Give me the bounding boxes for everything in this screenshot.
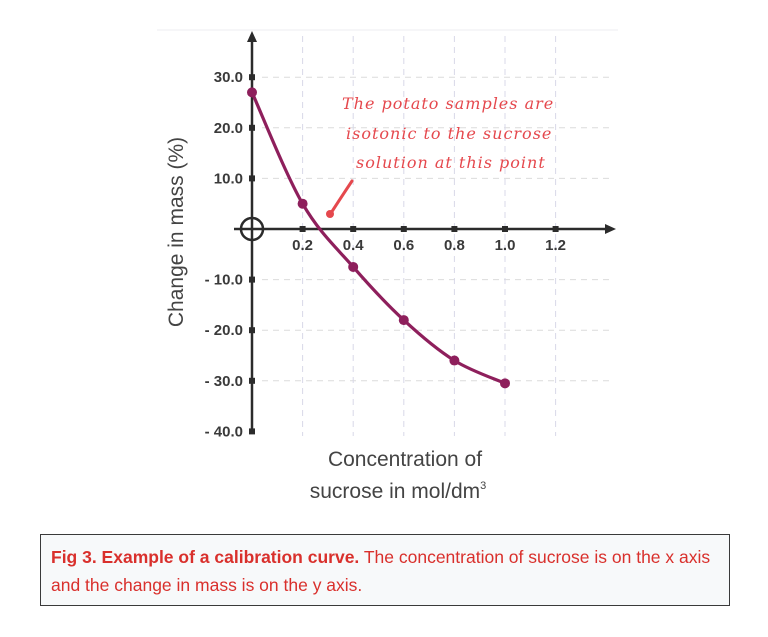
data-points [247, 87, 510, 389]
x-axis-title-superscript: 3 [480, 480, 486, 492]
y-tick-mark [249, 175, 255, 182]
x-tick-mark [350, 226, 357, 232]
x-tick-mark [400, 226, 407, 232]
annotation: The potato samples are isotonic to the s… [326, 94, 554, 218]
data-point [500, 378, 510, 389]
caption-text: The concentration of sucrose is on the x… [51, 547, 711, 595]
y-tick-mark [249, 377, 255, 384]
annotation-line-3: solution at this point [356, 153, 546, 172]
x-tick-label: 1.2 [545, 237, 566, 254]
x-axis-arrow-icon [605, 224, 616, 234]
y-tick-mark [249, 428, 255, 435]
origin-crosshair-icon [239, 216, 265, 242]
y-axis [247, 31, 257, 434]
x-ticks: 0.2 0.4 0.6 0.8 1.0 1.2 [292, 226, 566, 254]
annotation-line-2: isotonic to the sucrose [346, 124, 552, 143]
y-tick-mark [249, 124, 255, 131]
data-point [348, 261, 359, 272]
x-axis-title-text: sucrose in mol/dm [310, 480, 480, 503]
y-tick-label: - 40.0 [205, 423, 243, 440]
y-tick-label: 10.0 [214, 170, 243, 187]
x-tick-label: 0.2 [292, 237, 313, 254]
y-tick-mark [249, 327, 255, 334]
y-tick-label: - 30.0 [205, 373, 243, 390]
x-axis-title-line-1: Concentration of [328, 448, 482, 471]
x-axis [234, 224, 616, 234]
caption-title: Fig 3. Example of a calibration curve. [51, 547, 360, 567]
data-point [449, 355, 460, 366]
x-axis-title-line-2: sucrose in mol/dm3 [310, 480, 487, 503]
data-point [297, 198, 308, 209]
annotation-arrow-icon [329, 179, 354, 215]
x-tick-mark [502, 226, 508, 232]
data-point [247, 87, 257, 98]
x-tick-mark [299, 226, 306, 232]
y-ticks: 30.0 20.0 10.0 - 10.0 - 20.0 - 30.0 - 40.0 [205, 69, 255, 440]
data-point [398, 315, 409, 326]
x-tick-label: 0.6 [393, 237, 414, 254]
figure-caption: Fig 3. Example of a calibration curve. T… [40, 534, 730, 606]
y-tick-label: - 20.0 [205, 322, 243, 339]
x-tick-label: 0.8 [444, 237, 465, 254]
x-tick-label: 1.0 [495, 237, 516, 254]
x-tick-mark [552, 226, 559, 232]
annotation-arrow-tip [326, 210, 334, 218]
y-tick-mark [249, 74, 255, 81]
y-tick-mark [249, 276, 255, 283]
y-tick-label: - 10.0 [205, 272, 243, 289]
grid [262, 36, 612, 436]
y-tick-label: 30.0 [214, 69, 243, 86]
y-tick-label: 20.0 [214, 120, 243, 137]
annotation-line-1: The potato samples are [342, 94, 554, 113]
x-tick-label: 0.4 [343, 237, 365, 254]
y-axis-arrow-icon [247, 31, 257, 42]
x-tick-mark [451, 226, 458, 232]
y-axis-title: Change in mass (%) [165, 137, 188, 327]
calibration-curve-chart: 30.0 20.0 10.0 - 10.0 - 20.0 - 30.0 - 40.0 0.2… [157, 29, 618, 503]
